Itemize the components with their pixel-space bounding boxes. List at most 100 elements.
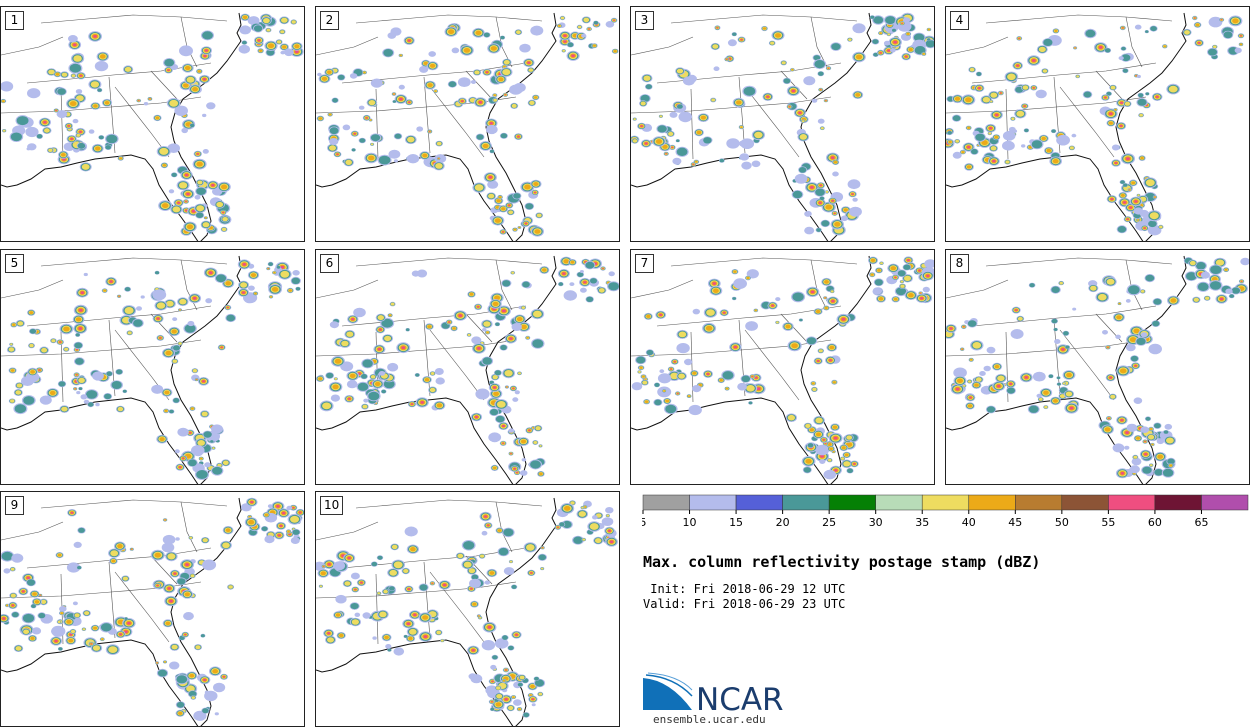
echo-cell [513,82,526,93]
echo-cell [517,371,522,376]
echo-cell [254,36,264,45]
echo-cell [402,619,415,629]
echo-cell [500,67,513,77]
echo-cell [1228,15,1243,27]
echo-cell [375,325,386,334]
echo-cell [829,289,835,294]
echo-cell [905,31,912,37]
echo-cell [398,53,404,58]
echo-cell [641,74,653,83]
echo-cell [668,144,676,150]
echo-cell [830,42,842,51]
echo-cell [1133,435,1143,442]
echo-cell [335,594,347,604]
member-map [316,12,619,241]
echo-cell [1044,146,1054,155]
echo-cell [377,609,389,619]
coastline [946,397,1144,484]
echo-cell [156,668,169,678]
echo-cell [494,322,501,327]
echo-cell [1105,345,1111,350]
echo-cell [810,381,817,386]
echo-cell [205,298,213,304]
member-number: 5 [5,254,24,273]
echo-cell [21,613,36,624]
member-map [1,12,304,241]
echo-cell [90,624,100,632]
echo-cell [376,591,382,596]
member-map [946,12,1245,241]
echo-cell [162,348,175,358]
echo-cell [1222,30,1234,39]
echo-cell [1035,89,1047,99]
echo-cell [1116,122,1127,130]
echo-cell [1101,94,1110,101]
echo-cell [470,574,479,581]
echo-cell [280,50,286,55]
echo-cell [670,358,679,365]
echo-cell [39,395,52,405]
echo-cell [381,588,390,595]
echo-cell [179,455,188,462]
echo-cell [90,643,103,653]
echo-cell [360,373,368,380]
echo-cell [191,368,199,374]
echo-cell [510,584,518,590]
echo-cell [510,465,519,472]
echo-cell [28,342,35,349]
echo-cell [1237,33,1245,39]
echo-cell [268,284,282,295]
echo-cell [408,610,421,620]
echo-cell [219,209,227,216]
echo-cell [343,158,354,167]
echo-cell [762,92,774,101]
echo-cell [1144,30,1149,34]
echo-cell [195,211,205,219]
state-border [985,257,1173,267]
echo-cell [202,149,209,154]
echo-cell [1104,277,1117,287]
echo-cell [29,590,40,598]
member-map [1,497,304,726]
echo-cell [470,80,477,84]
echo-cell [284,48,294,57]
echo-cell [818,87,824,92]
echo-cell [761,25,768,32]
echo-cell [486,568,498,578]
echo-cell [393,647,405,656]
echo-cell [724,57,730,62]
state-border [316,581,517,599]
echo-cell [985,405,997,414]
echo-cell [530,179,542,189]
echo-cell [316,375,325,382]
echo-cell [286,505,293,511]
echo-cell [1027,55,1041,66]
echo-cell [819,459,826,464]
echo-cell [1027,404,1040,414]
echo-cell [275,522,287,530]
echo-cell [886,32,892,37]
echo-cell [1140,332,1148,338]
echo-cell [482,328,487,332]
echo-cell [476,614,481,618]
state-border [656,305,842,327]
echo-cell [433,89,439,93]
echo-cell [46,388,59,398]
state-border [946,279,1009,299]
echo-cell [850,460,859,468]
echo-cell [481,356,494,366]
echo-cell [124,617,129,621]
echo-cell [77,527,86,534]
echo-cell [692,308,700,315]
echo-cell [73,341,84,350]
echo-cell [811,98,818,103]
echo-cell [520,181,535,193]
echo-cell [163,408,170,414]
echo-cell [890,48,896,53]
echo-cell [888,37,902,48]
echo-cell [1156,438,1165,445]
echo-cell [391,559,405,570]
echo-cell [187,690,198,698]
echo-cell [87,401,95,408]
echo-cell [632,117,637,121]
